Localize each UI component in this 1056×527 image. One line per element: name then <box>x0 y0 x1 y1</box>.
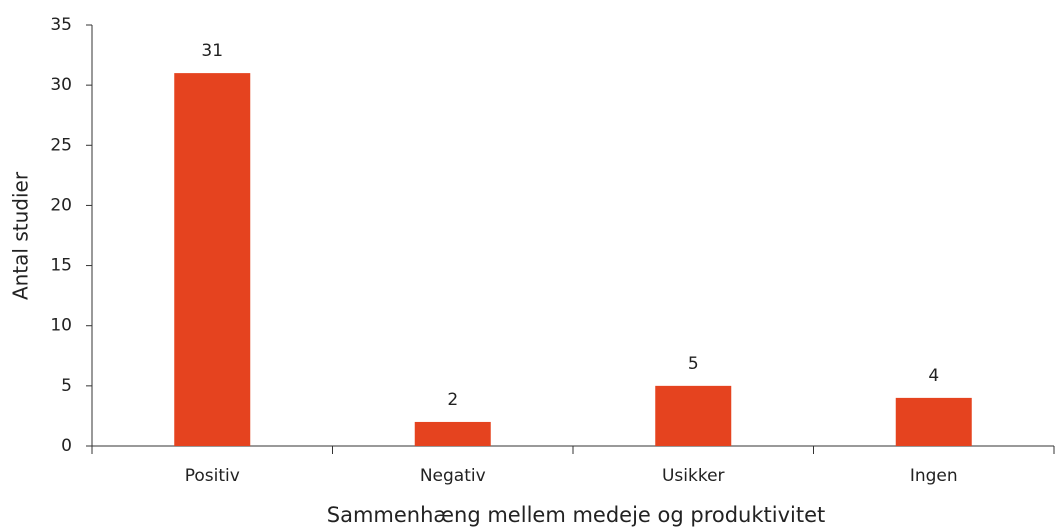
y-tick-label: 30 <box>50 75 72 95</box>
x-axis-label: Sammenhæng mellem medeje og produktivite… <box>327 503 825 527</box>
data-label: 2 <box>447 390 458 410</box>
x-tick-label: Usikker <box>662 466 725 486</box>
x-tick-label: Positiv <box>185 466 240 486</box>
bar <box>895 397 972 446</box>
y-tick-label: 25 <box>50 135 72 155</box>
y-tick-label: 0 <box>61 436 72 456</box>
x-tick-label: Ingen <box>910 466 958 486</box>
bar <box>655 385 732 446</box>
y-tick-label: 5 <box>61 376 72 396</box>
y-tick-label: 10 <box>50 316 72 336</box>
y-tick-label: 15 <box>50 256 72 276</box>
bar <box>174 73 251 446</box>
data-label: 4 <box>928 366 939 386</box>
y-axis-label: Antal studier <box>9 171 33 300</box>
data-label: 31 <box>201 41 223 61</box>
bar <box>414 421 491 446</box>
x-tick-label: Negativ <box>420 466 486 486</box>
data-label: 5 <box>688 354 699 374</box>
y-tick-label: 20 <box>50 195 72 215</box>
y-tick-label: 35 <box>50 15 72 35</box>
